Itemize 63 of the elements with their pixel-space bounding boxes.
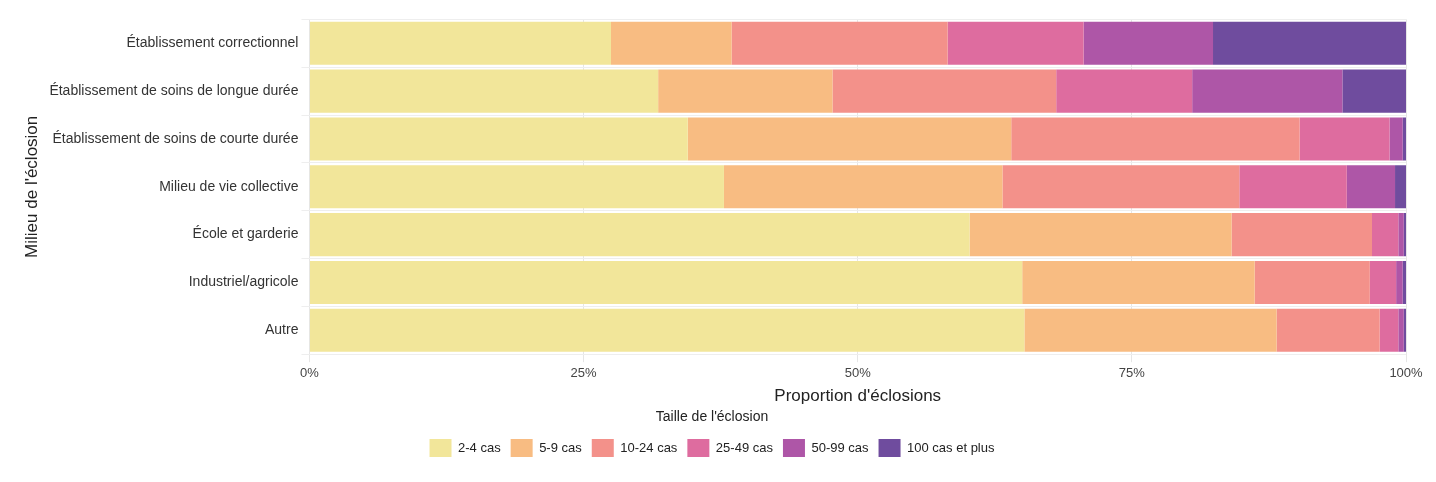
bar bbox=[687, 117, 1012, 161]
bar bbox=[947, 21, 1084, 65]
bar bbox=[1002, 165, 1240, 209]
bar bbox=[1056, 69, 1193, 113]
x-tick-label: 75% bbox=[1118, 364, 1146, 380]
bar bbox=[969, 213, 1232, 257]
bar bbox=[309, 117, 688, 161]
y-axis-title: Milieu de l'éclosion bbox=[21, 115, 41, 258]
bar bbox=[1022, 260, 1255, 304]
legend-label: 2-4 cas bbox=[458, 439, 502, 455]
y-tick-label: Milieu de vie collective bbox=[159, 177, 299, 194]
bar bbox=[309, 308, 1025, 352]
bar bbox=[1398, 308, 1404, 352]
x-tick-label: 0% bbox=[300, 364, 320, 380]
bar bbox=[658, 69, 833, 113]
x-tick-label: 100% bbox=[1389, 364, 1424, 380]
bar bbox=[731, 21, 948, 65]
bar bbox=[1396, 260, 1403, 304]
legend-label: 10-24 cas bbox=[620, 439, 678, 455]
bar bbox=[1299, 117, 1390, 161]
bar bbox=[1342, 69, 1406, 113]
y-tick-label: Établissement de soins de courte durée bbox=[52, 129, 299, 146]
bar bbox=[1389, 117, 1403, 161]
bar bbox=[1403, 308, 1406, 352]
bar bbox=[1011, 117, 1300, 161]
bar bbox=[1398, 213, 1404, 257]
y-tick-label: Établissement correctionnel bbox=[126, 34, 299, 51]
legend-title: Taille de l'éclosion bbox=[655, 408, 769, 425]
bar bbox=[1402, 117, 1406, 161]
x-tick-label: 50% bbox=[844, 364, 872, 380]
legend-label: 100 cas et plus bbox=[907, 439, 995, 455]
bar bbox=[1024, 308, 1277, 352]
bar bbox=[723, 165, 1003, 209]
bar bbox=[1239, 165, 1347, 209]
y-tick-label: Établissement de soins de longue durée bbox=[49, 82, 299, 98]
y-tick-label: École et garderie bbox=[192, 225, 299, 242]
bar bbox=[1402, 260, 1406, 304]
bar bbox=[1276, 308, 1380, 352]
bar bbox=[1254, 260, 1370, 304]
bar bbox=[1083, 21, 1214, 65]
bar bbox=[309, 260, 1023, 304]
bar bbox=[1213, 21, 1406, 65]
bar bbox=[1403, 213, 1406, 257]
bar bbox=[1372, 213, 1399, 257]
bar bbox=[1346, 165, 1396, 209]
bar bbox=[309, 213, 970, 257]
bar bbox=[1369, 260, 1397, 304]
bar bbox=[309, 165, 724, 209]
x-tick-label: 25% bbox=[570, 364, 598, 380]
bar bbox=[832, 69, 1057, 113]
legend-label: 5-9 cas bbox=[539, 439, 583, 455]
y-tick-label: Industriel/agricole bbox=[188, 273, 299, 290]
bar bbox=[1192, 69, 1343, 113]
legend-label: 25-49 cas bbox=[715, 439, 774, 455]
y-tick-label: Autre bbox=[264, 321, 299, 338]
bar bbox=[1231, 213, 1373, 257]
legend-label: 50-99 cas bbox=[811, 439, 870, 455]
x-axis-title: Proportion d'éclosions bbox=[774, 385, 942, 405]
bar bbox=[309, 69, 659, 113]
bar bbox=[1395, 165, 1406, 209]
bar bbox=[309, 21, 611, 65]
bar bbox=[1379, 308, 1399, 352]
bar bbox=[611, 21, 732, 65]
